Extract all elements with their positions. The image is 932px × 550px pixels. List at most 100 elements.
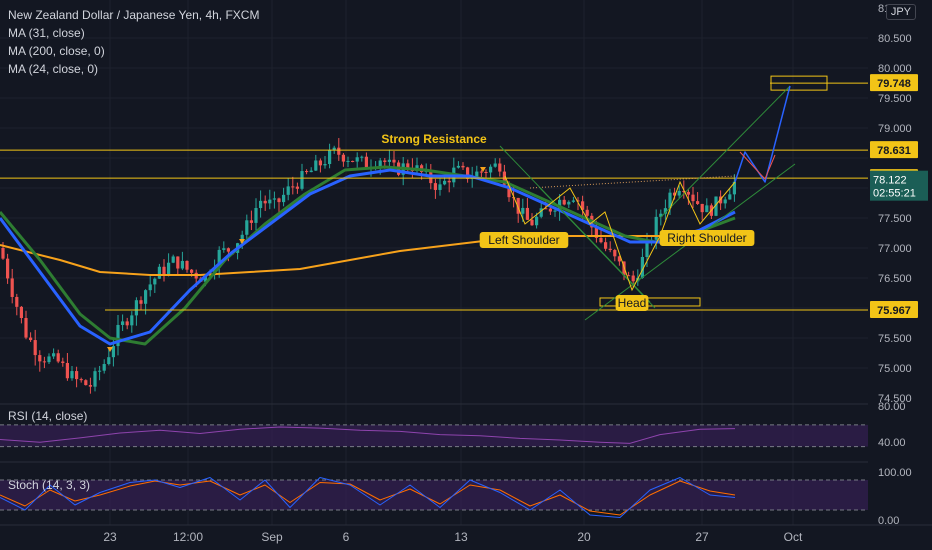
candle-body bbox=[29, 337, 33, 341]
candle-body bbox=[6, 258, 10, 279]
candle-body bbox=[171, 256, 175, 263]
head-label-bg bbox=[615, 295, 649, 311]
candle-body bbox=[553, 210, 557, 212]
candle-body bbox=[61, 361, 65, 363]
right-shoulder-label: Right Shoulder bbox=[667, 231, 746, 245]
candle-body bbox=[594, 227, 598, 238]
head-box bbox=[599, 297, 701, 307]
candle-body bbox=[52, 353, 56, 357]
candle-body bbox=[631, 275, 635, 282]
candle-body bbox=[56, 353, 60, 362]
current-price-bg bbox=[870, 170, 928, 201]
candle-body bbox=[88, 385, 92, 387]
candle-body bbox=[507, 184, 511, 198]
candle-body bbox=[682, 190, 686, 192]
candle-body bbox=[263, 200, 267, 204]
target-box bbox=[770, 75, 828, 91]
candle-body bbox=[351, 160, 355, 162]
candle-body bbox=[530, 219, 534, 226]
price-scale-label: 75.000 bbox=[878, 363, 912, 375]
candle-body bbox=[79, 379, 83, 381]
stoch-d-line bbox=[0, 480, 736, 516]
time-label: 27 bbox=[695, 530, 709, 544]
price-tag: 78.631 bbox=[877, 145, 911, 157]
signal-marker bbox=[480, 167, 486, 172]
countdown-timer: 02:55:21 bbox=[873, 188, 916, 200]
price-scale-label: 74.500 bbox=[878, 393, 912, 405]
candle-body bbox=[539, 208, 543, 217]
candle-body bbox=[447, 180, 451, 183]
candle-body bbox=[686, 191, 690, 195]
candle-body bbox=[392, 159, 396, 163]
candle-body bbox=[42, 361, 46, 363]
candle-body bbox=[19, 306, 23, 319]
price-tag-bg bbox=[870, 141, 918, 159]
candle-body bbox=[728, 194, 732, 200]
candle-body bbox=[355, 157, 359, 162]
candle-body bbox=[475, 171, 479, 178]
stoch-k-line bbox=[0, 477, 736, 518]
time-label: 20 bbox=[577, 530, 591, 544]
candle-body bbox=[691, 194, 695, 202]
pattern-zigzag bbox=[504, 175, 736, 292]
price-scale-label: 80.000 bbox=[878, 63, 912, 75]
candle-body bbox=[185, 260, 189, 270]
candle-body bbox=[167, 262, 171, 274]
candle-body bbox=[346, 160, 350, 162]
candle-body bbox=[1, 248, 5, 259]
price-tag: 79.748 bbox=[877, 78, 911, 90]
candle-body bbox=[240, 234, 244, 244]
candle-body bbox=[295, 186, 299, 189]
candle-body bbox=[677, 190, 681, 196]
chart-legend: New Zealand Dollar / Japanese Yen, 4h, F… bbox=[8, 6, 259, 78]
candle-body bbox=[323, 164, 327, 166]
candle-body bbox=[700, 203, 704, 213]
candle-body bbox=[599, 237, 603, 243]
channel-line bbox=[539, 187, 656, 309]
candle-body bbox=[576, 200, 580, 202]
candle-body bbox=[268, 199, 272, 204]
price-scale-label: 79.000 bbox=[878, 123, 912, 135]
candle-body bbox=[33, 340, 37, 356]
candle-body bbox=[673, 192, 677, 196]
candle-body bbox=[608, 248, 612, 251]
candle-body bbox=[180, 260, 184, 269]
candle-body bbox=[116, 324, 120, 347]
candle-body bbox=[65, 362, 69, 379]
candle-body bbox=[732, 181, 736, 195]
candle-body bbox=[286, 186, 290, 195]
candle-body bbox=[668, 192, 672, 209]
candle-body bbox=[585, 209, 589, 216]
ma31-line bbox=[0, 168, 736, 346]
candle-body bbox=[663, 208, 667, 214]
rsi-band bbox=[0, 424, 868, 447]
candle-body bbox=[277, 198, 281, 203]
candle-body bbox=[544, 208, 548, 210]
candle-body bbox=[581, 201, 585, 210]
candle-body bbox=[479, 171, 483, 173]
candle-body bbox=[157, 266, 161, 279]
time-label: Sep bbox=[261, 530, 283, 544]
candle-body bbox=[337, 147, 341, 155]
candle-body bbox=[438, 184, 442, 190]
candle-body bbox=[617, 256, 621, 262]
candle-body bbox=[254, 208, 258, 223]
candle-body bbox=[314, 160, 318, 171]
ma24-line bbox=[0, 165, 736, 346]
price-tag: 75.967 bbox=[877, 305, 911, 317]
currency-badge[interactable]: JPY bbox=[885, 4, 916, 20]
rsi-line bbox=[0, 426, 736, 444]
signal-marker bbox=[239, 239, 245, 244]
price-scale-label: 75.500 bbox=[878, 333, 912, 345]
signal-marker bbox=[107, 347, 113, 352]
ma200-legend: MA (200, close, 0) bbox=[8, 44, 105, 58]
candle-body bbox=[190, 269, 194, 273]
candle-body bbox=[84, 380, 88, 386]
candle-body bbox=[645, 241, 649, 257]
rsi-scale: 80.00 bbox=[878, 401, 906, 413]
candle-body bbox=[604, 242, 608, 249]
candle-body bbox=[291, 186, 295, 188]
candle-body bbox=[47, 356, 51, 363]
stoch-scale: 0.00 bbox=[878, 515, 899, 527]
